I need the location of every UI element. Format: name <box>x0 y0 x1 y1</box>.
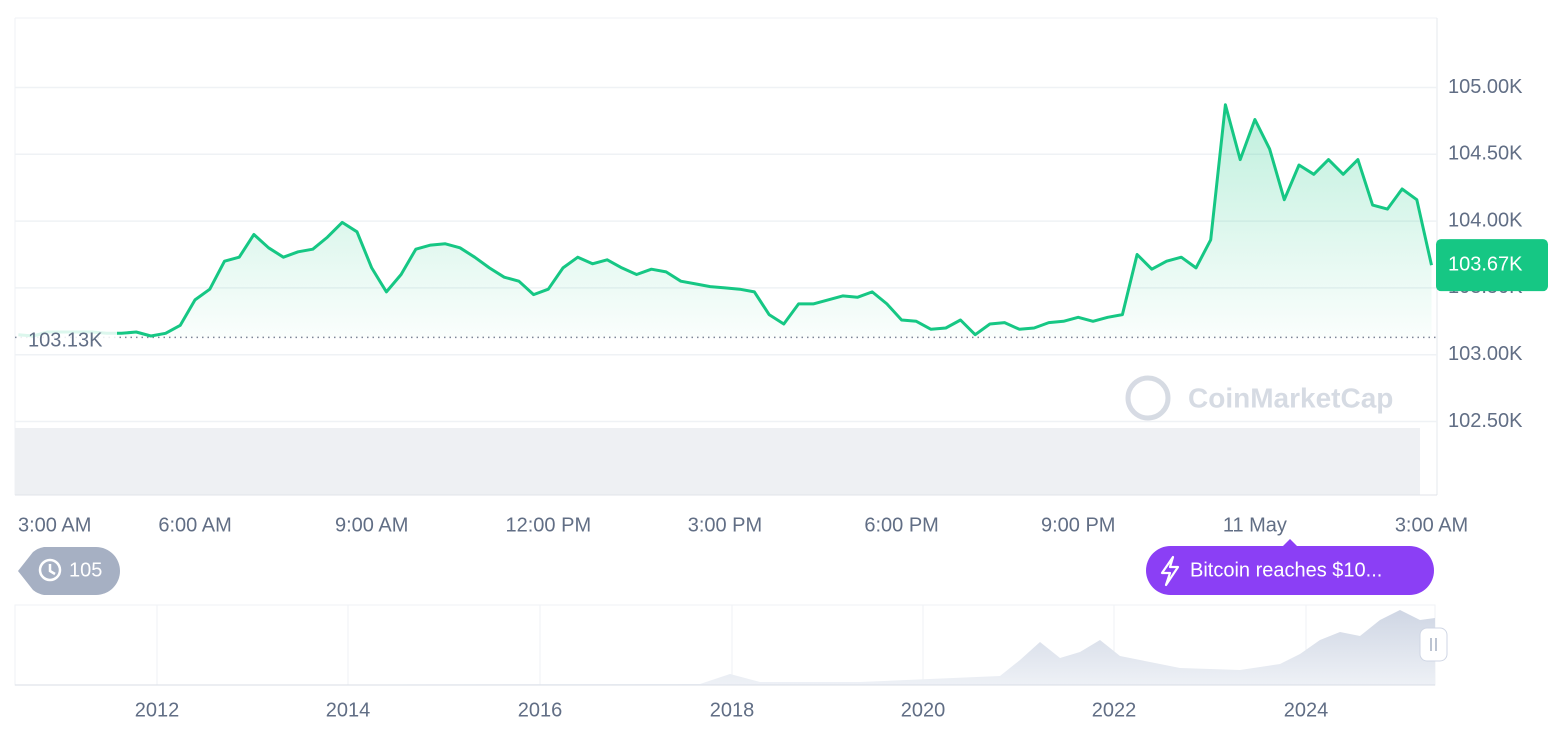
history-badge-bg[interactable] <box>18 547 120 595</box>
watermark: CoinMarketCap <box>1125 375 1393 421</box>
navigator-handle-bg[interactable] <box>1419 627 1448 662</box>
area <box>18 104 1432 338</box>
navigator-area <box>15 610 1435 685</box>
history-count: 105 <box>69 559 102 581</box>
event-pointer <box>1282 539 1298 547</box>
x-tick-label: 12:00 PM <box>506 514 592 536</box>
volume-band <box>15 428 1420 495</box>
y-tick-label: 104.00K <box>1448 209 1523 231</box>
navigator-tick-label: 2024 <box>1284 699 1329 721</box>
open-price-label: 103.13K <box>28 330 103 352</box>
event-badge-bg[interactable] <box>1146 546 1434 595</box>
x-tick-label: 11 May <box>1223 514 1287 536</box>
x-tick-label: 3:00 PM <box>688 514 762 536</box>
event-badge[interactable]: Bitcoin reaches $10... <box>1146 539 1434 595</box>
navigator-tick-label: 2014 <box>326 699 371 721</box>
navigator-tick-label: 2012 <box>135 699 180 721</box>
x-tick-label: 9:00 AM <box>335 514 408 536</box>
watermark-text: CoinMarketCap <box>1188 382 1393 413</box>
watermark-logo <box>1125 375 1171 421</box>
x-tick-label: 6:00 AM <box>158 514 231 536</box>
last-price-label: 103.67K <box>1448 253 1523 275</box>
last-price-badge <box>1436 239 1548 292</box>
navigator-tick-label: 2020 <box>901 699 946 721</box>
navigator-tick-label: 2022 <box>1092 699 1137 721</box>
event-icon <box>1160 555 1180 587</box>
y-tick-label: 102.50K <box>1448 410 1523 432</box>
event-text: Bitcoin reaches $10... <box>1190 559 1382 581</box>
x-tick-label: 3:00 AM <box>1395 514 1468 536</box>
x-tick-label: 3:00 AM <box>18 514 91 536</box>
navigator-handle[interactable] <box>1419 627 1448 662</box>
y-tick-label: 105.00K <box>1448 76 1523 98</box>
history-badge[interactable]: 105 <box>18 547 120 595</box>
navigator-tick-label: 2016 <box>518 699 563 721</box>
y-tick-label: 103.00K <box>1448 343 1523 365</box>
navigator[interactable] <box>14 604 1436 686</box>
x-tick-label: 9:00 PM <box>1041 514 1115 536</box>
navigator-tick-label: 2018 <box>710 699 755 721</box>
open-price-label-bg <box>17 323 117 352</box>
y-tick-label: 104.50K <box>1448 143 1523 165</box>
history-icon <box>48 564 56 576</box>
x-tick-label: 6:00 PM <box>864 514 938 536</box>
history-icon <box>38 558 62 582</box>
price-line <box>18 103 1433 338</box>
